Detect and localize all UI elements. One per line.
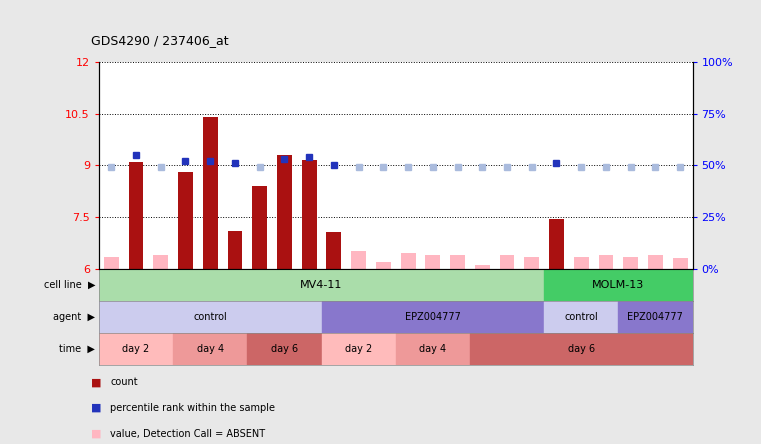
Text: GDS4290 / 237406_at: GDS4290 / 237406_at: [91, 34, 229, 48]
Text: EPZ004777: EPZ004777: [405, 312, 460, 321]
Bar: [623, 257, 638, 269]
Bar: [425, 255, 440, 269]
Bar: [178, 172, 193, 269]
Text: day 6: day 6: [271, 344, 298, 353]
Text: day 4: day 4: [419, 344, 447, 353]
Text: ■: ■: [91, 377, 102, 387]
Bar: [247, 333, 321, 365]
Text: count: count: [110, 377, 138, 387]
Bar: [618, 301, 693, 333]
Bar: [470, 333, 693, 365]
Bar: [154, 255, 168, 269]
Bar: [544, 301, 618, 333]
Text: ■: ■: [91, 429, 102, 439]
Bar: [549, 219, 564, 269]
Bar: [252, 186, 267, 269]
Bar: [202, 117, 218, 269]
Text: MOLM-13: MOLM-13: [592, 280, 645, 289]
Bar: [524, 257, 539, 269]
Text: day 4: day 4: [196, 344, 224, 353]
Bar: [450, 255, 465, 269]
Bar: [99, 301, 321, 333]
Bar: [99, 269, 544, 301]
Bar: [598, 255, 613, 269]
Text: ■: ■: [91, 403, 102, 413]
Bar: [400, 253, 416, 269]
Bar: [544, 269, 693, 301]
Bar: [396, 333, 470, 365]
Bar: [673, 258, 687, 269]
Bar: [174, 333, 247, 365]
Bar: [228, 231, 242, 269]
Bar: [321, 333, 396, 365]
Bar: [475, 265, 489, 269]
Bar: [376, 262, 390, 269]
Text: day 2: day 2: [123, 344, 150, 353]
Text: agent  ▶: agent ▶: [53, 312, 95, 321]
Text: time  ▶: time ▶: [59, 344, 95, 353]
Text: percentile rank within the sample: percentile rank within the sample: [110, 403, 275, 413]
Text: value, Detection Call = ABSENT: value, Detection Call = ABSENT: [110, 429, 266, 439]
Bar: [499, 255, 514, 269]
Bar: [301, 160, 317, 269]
Text: EPZ004777: EPZ004777: [628, 312, 683, 321]
Text: day 6: day 6: [568, 344, 595, 353]
Text: cell line  ▶: cell line ▶: [43, 280, 95, 289]
Bar: [351, 251, 366, 269]
Bar: [129, 162, 143, 269]
Text: MV4-11: MV4-11: [301, 280, 342, 289]
Bar: [326, 233, 341, 269]
Bar: [321, 301, 544, 333]
Text: control: control: [565, 312, 598, 321]
Text: control: control: [193, 312, 227, 321]
Bar: [103, 257, 119, 269]
Bar: [648, 255, 663, 269]
Text: day 2: day 2: [345, 344, 372, 353]
Bar: [277, 155, 291, 269]
Bar: [574, 257, 588, 269]
Bar: [99, 333, 174, 365]
